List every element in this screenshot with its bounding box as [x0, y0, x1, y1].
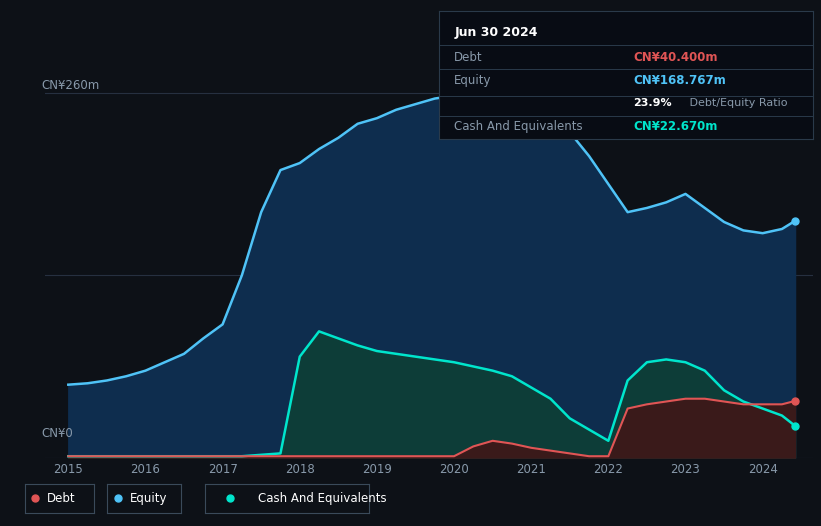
Text: CN¥168.767m: CN¥168.767m	[634, 74, 727, 87]
Text: Jun 30 2024: Jun 30 2024	[454, 26, 538, 39]
Text: Equity: Equity	[454, 74, 492, 87]
Text: Debt: Debt	[454, 51, 483, 64]
Text: CN¥22.670m: CN¥22.670m	[634, 120, 718, 133]
Text: CN¥0: CN¥0	[41, 427, 73, 440]
Text: Cash And Equivalents: Cash And Equivalents	[258, 492, 387, 505]
Text: CN¥260m: CN¥260m	[41, 79, 99, 92]
Text: Debt/Equity Ratio: Debt/Equity Ratio	[686, 98, 787, 108]
Text: Cash And Equivalents: Cash And Equivalents	[454, 120, 583, 133]
Text: Equity: Equity	[131, 492, 167, 505]
Text: CN¥40.400m: CN¥40.400m	[634, 51, 718, 64]
Text: Debt: Debt	[47, 492, 76, 505]
Text: 23.9%: 23.9%	[634, 98, 672, 108]
